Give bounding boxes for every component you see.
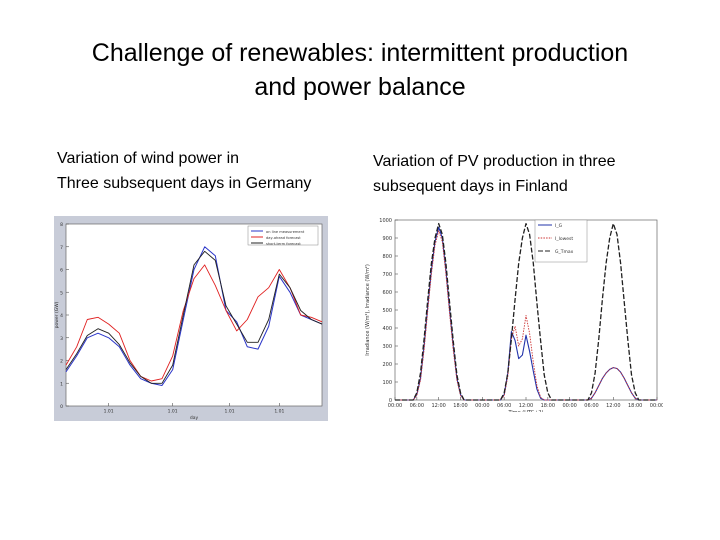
series-line-3 (395, 222, 657, 401)
pv-caption: Variation of PV production in three subs… (373, 149, 703, 199)
slide-title-line-1: Challenge of renewables: intermittent pr… (91, 39, 629, 67)
x-tick-label: 18:00 (541, 403, 555, 409)
series-line-1 (395, 226, 657, 401)
y-tick-label: 1 (60, 381, 63, 387)
x-tick-label: 1.01 (168, 409, 178, 415)
y-tick-label: 2 (60, 359, 63, 365)
plot-area (65, 223, 323, 407)
x-tick-label: 18:00 (628, 403, 642, 409)
y-tick-label: 200 (382, 362, 392, 368)
x-tick-label: 06:00 (497, 403, 511, 409)
x-tick-label: 1.01 (225, 409, 235, 415)
plot-area (394, 219, 658, 401)
legend-label-2: I_lowest (555, 236, 573, 242)
x-tick-label: 12:00 (519, 403, 533, 409)
x-tick-label: 00:00 (650, 403, 663, 409)
y-tick-label: 1000 (379, 218, 392, 224)
y-tick-label: 3 (60, 336, 63, 342)
series-line-2 (395, 230, 657, 401)
legend-label-3: G_Tmax (555, 249, 574, 255)
x-tick-label: 1.01 (104, 409, 114, 415)
pv-caption-line-2: subsequent days in Finland (373, 178, 568, 195)
x-tick-label: 00:00 (562, 403, 576, 409)
slide-title: Challenge of renewables: intermittent pr… (0, 36, 720, 104)
y-tick-label: 100 (382, 380, 392, 386)
y-tick-label: 6 (60, 268, 63, 274)
pv-production-chart: 0 100 200 300 400 500 600 700 800 900 1000 00:00 06:… (365, 218, 663, 412)
wind-caption-line-2: Three subsequent days in Germany (57, 175, 312, 192)
series-line-1 (65, 246, 323, 386)
x-tick-label: 1.01 (274, 409, 284, 415)
y-tick-label: 800 (382, 254, 392, 260)
y-tick-label: 300 (382, 344, 392, 350)
x-tick-label: 06:00 (410, 403, 424, 409)
y-tick-label: 4 (60, 313, 63, 319)
y-axis-label: power (GW) (54, 301, 60, 328)
y-tick-label: 5 (60, 290, 63, 296)
legend-box (247, 225, 319, 246)
y-tick-label: 400 (382, 326, 392, 332)
x-tick-label: 12:00 (431, 403, 445, 409)
wind-caption: Variation of wind power in Three subsequ… (57, 146, 357, 196)
pv-caption-line-1: Variation of PV production in three (373, 153, 616, 170)
y-axis-label: Irradiance (W/m²), Irradiance (W/m²) (365, 264, 371, 356)
series-line-3 (65, 250, 323, 384)
legend-label-2: day-ahead forecast (266, 236, 301, 240)
x-tick-label: 00:00 (475, 403, 489, 409)
legend-label-1: I_G (555, 223, 563, 229)
legend-label-3: short-term forecast (266, 242, 301, 246)
legend-box (534, 219, 588, 263)
y-tick-label: 700 (382, 272, 392, 278)
y-tick-label: 900 (382, 236, 392, 242)
y-tick-label: 0 (389, 398, 392, 404)
y-tick-label: 8 (60, 222, 63, 228)
x-axis-label: Time (UTC+2) (507, 410, 543, 412)
legend-label-1: on line measurement (266, 230, 305, 234)
x-tick-label: 00:00 (388, 403, 402, 409)
slide-title-line-2: and power balance (254, 73, 466, 101)
y-tick-label: 0 (60, 404, 63, 410)
series-line-2 (65, 264, 323, 382)
wind-power-chart: 0 1 2 3 4 5 6 7 8 1.01 1.01 1.01 1.01 power (GW) day on… (54, 216, 328, 421)
y-tick-label: 500 (382, 308, 392, 314)
x-tick-label: 12:00 (606, 403, 620, 409)
x-axis-label: day (190, 415, 199, 421)
x-tick-label: 18:00 (453, 403, 467, 409)
x-tick-label: 06:00 (584, 403, 598, 409)
y-tick-label: 600 (382, 290, 392, 296)
y-tick-label: 7 (60, 245, 63, 251)
wind-caption-line-1: Variation of wind power in (57, 150, 240, 167)
